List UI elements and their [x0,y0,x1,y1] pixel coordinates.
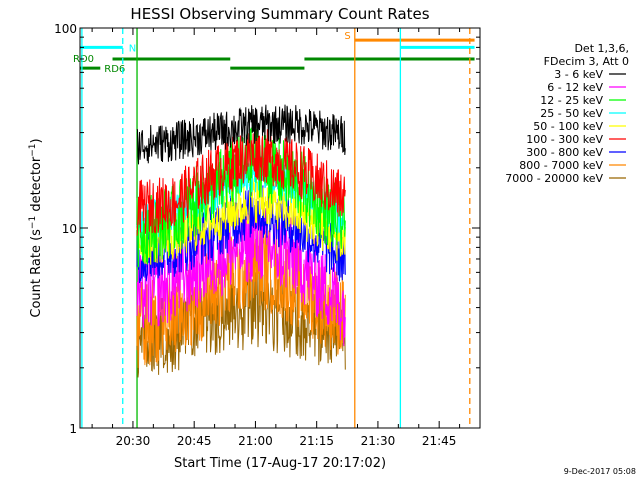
flag-label-rd6: RD6 [104,64,125,75]
x-tick-label: 21:00 [238,434,273,448]
flag-label-s: S [344,31,350,42]
legend-label-6: 300 - 800 keV [526,146,603,159]
legend-header-line-2: FDecim 3, Att 0 [544,55,629,68]
y-tick-label: 100 [54,22,77,36]
series-layer [136,104,346,378]
legend-label-1: 6 - 12 keV [547,81,603,94]
legend-label-3: 25 - 50 keV [540,107,603,120]
legend-label-4: 50 - 100 keV [533,120,603,133]
series-line-0 [136,104,346,165]
series-line-4 [136,178,346,265]
x-tick-label: 21:45 [422,434,457,448]
series-line-5 [136,129,346,236]
x-tick-label: 20:30 [116,434,151,448]
series-line-8 [136,269,346,378]
y-axis-label: Count Rate (s−1 detector−1) [28,138,44,317]
x-tick-label: 21:30 [361,434,396,448]
x-axis-label: Start Time (17-Aug-17 20:17:02) [174,456,386,471]
legend-label-7: 800 - 7000 keV [519,159,603,172]
axes-layer: 20:30 20:45 21:00 21:15 21:30 21:45 1 10 100 [54,22,481,448]
legend-label-8: 7000 - 20000 keV [505,172,603,185]
legend-label-5: 100 - 300 keV [526,133,603,146]
legend-label-0: 3 - 6 keV [554,68,603,81]
y-tick-label: 1 [69,422,77,436]
flag-label-n: N [129,43,136,54]
x-tick-label: 21:15 [299,434,334,448]
x-tick-label: 20:45 [177,434,212,448]
legend-header-line-1: Det 1,3,6, [574,42,629,55]
y-tick-label: 10 [62,222,77,236]
legend-label-2: 12 - 25 keV [540,94,603,107]
footer-timestamp: 9-Dec-2017 05:08 [564,467,636,476]
chart-title: HESSI Observing Summary Count Rates [130,5,429,23]
